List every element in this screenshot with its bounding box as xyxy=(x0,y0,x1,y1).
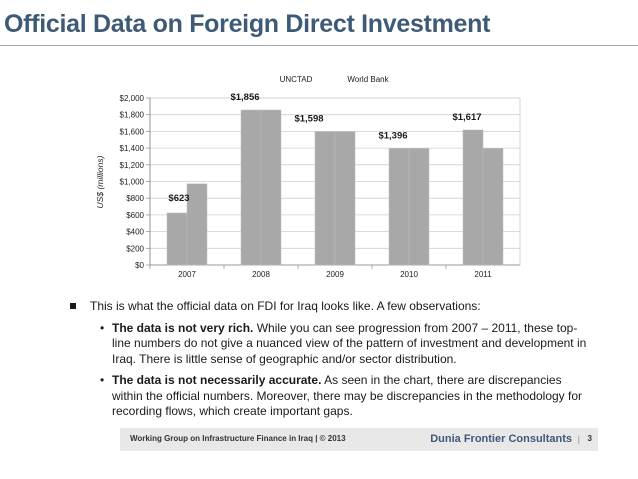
bar-unctad-2010 xyxy=(388,148,410,266)
bar-unctad-2007 xyxy=(166,212,188,266)
bar-unctad-2008 xyxy=(240,109,262,266)
y-tick-label: $0 xyxy=(135,261,144,270)
bullet-dot-icon: • xyxy=(100,373,105,387)
footer-left-text: Working Group on Infrastructure Finance … xyxy=(130,434,346,443)
y-tick-label: $1,600 xyxy=(120,127,145,136)
x-tick-label: 2011 xyxy=(474,270,492,279)
data-label: $623 xyxy=(168,193,189,204)
bar-world-bank-2008 xyxy=(260,109,282,266)
bar-world-bank-2010 xyxy=(408,148,430,266)
x-axis-tick-labels: 2007 2008 2009 2010 2011 xyxy=(178,270,492,279)
sub-bullet-text: While you can see progression from 2007 … xyxy=(112,320,587,366)
y-tick-label: $600 xyxy=(126,211,144,220)
sub-bullet-bold: The data is not very rich. xyxy=(112,320,254,335)
y-tick-label: $1,000 xyxy=(120,178,145,187)
bullet-square-icon xyxy=(70,303,76,309)
y-tick-label: $1,800 xyxy=(120,111,145,120)
footer-company: Dunia Frontier Consultants xyxy=(430,433,572,445)
sub-bullet-text: As seen in the chart, there are discrepa… xyxy=(112,373,583,418)
bar-world-bank-2009 xyxy=(334,131,356,266)
y-tick-label: $2,000 xyxy=(120,94,145,103)
chart-legend: UNCTAD World Bank xyxy=(280,75,390,84)
y-tick-label: $400 xyxy=(126,228,144,237)
y-tick-label: $800 xyxy=(126,194,144,203)
sub-bullet-bold: The data is not necessarily accurate. xyxy=(112,373,322,387)
sub-bullet: • The data is not very rich. While you c… xyxy=(70,321,590,368)
x-tick-label: 2009 xyxy=(326,270,344,279)
main-bullet: This is what the official data on FDI fo… xyxy=(70,299,590,315)
y-axis-tick-labels: $0 $200 $400 $600 $800 $1,000 $1,200 $1,400 $1,6… xyxy=(120,94,145,270)
x-tick-label: 2008 xyxy=(252,270,270,279)
y-axis-label: US$ (millions) xyxy=(95,155,105,208)
footer-bar: Working Group on Infrastructure Finance … xyxy=(120,428,598,451)
legend-entry: UNCTAD xyxy=(280,75,313,84)
observations-list: This is what the official data on FDI fo… xyxy=(70,299,590,420)
bar-unctad-2009 xyxy=(314,131,336,266)
bullet-dot-icon: • xyxy=(100,320,105,335)
y-tick-label: $1,200 xyxy=(120,161,145,170)
bar-world-bank-2011 xyxy=(482,148,504,266)
chart-bars xyxy=(166,109,504,266)
data-label: $1,856 xyxy=(230,92,259,103)
data-label: $1,396 xyxy=(378,130,407,141)
slide-title: Official Data on Foreign Direct Investme… xyxy=(4,10,491,38)
sub-bullet: • The data is not necessarily accurate. … xyxy=(70,373,590,420)
footer-separator: | xyxy=(577,434,580,444)
title-divider xyxy=(0,45,638,46)
legend-entry: World Bank xyxy=(347,75,389,84)
bar-world-bank-2007 xyxy=(186,183,208,266)
chart-data-labels: $623 $1,856 $1,598 $1,396 $1,617 xyxy=(168,92,481,204)
x-tick-label: 2007 xyxy=(178,270,196,279)
fdi-bar-chart: $0 $200 $400 $600 $800 $1,000 $1,200 $1,400 $1,6… xyxy=(95,75,521,279)
data-label: $1,598 xyxy=(294,114,323,125)
x-tick-label: 2010 xyxy=(400,270,418,279)
page-number: 3 xyxy=(587,434,592,443)
data-label: $1,617 xyxy=(452,112,481,123)
y-tick-label: $1,400 xyxy=(120,144,145,153)
y-tick-label: $200 xyxy=(126,244,144,253)
bar-unctad-2011 xyxy=(462,129,484,266)
main-bullet-text: This is what the official data on FDI fo… xyxy=(90,299,481,313)
